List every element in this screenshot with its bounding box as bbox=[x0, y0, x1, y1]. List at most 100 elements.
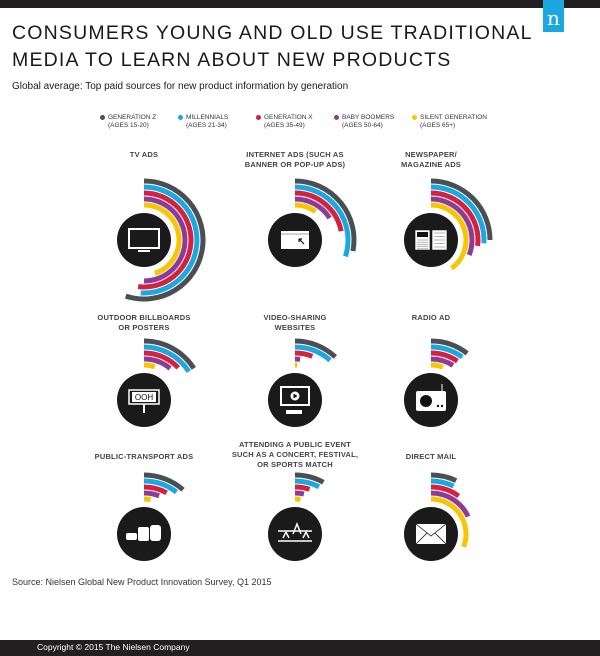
billboard-text: OOH bbox=[135, 393, 153, 402]
chart-label: NEWSPAPER/MAGAZINE ADS bbox=[400, 150, 462, 169]
page-title: CONSUMERS YOUNG AND OLD USE TRADITIONAL M… bbox=[12, 20, 533, 74]
arc-generation-x bbox=[430, 190, 481, 247]
arc-millennials bbox=[140, 184, 200, 296]
arc-millennials bbox=[143, 478, 179, 495]
legend-item: GENERATION X (AGES 35-49) bbox=[256, 114, 334, 130]
arc-silent-generation bbox=[143, 496, 152, 503]
legend-dot bbox=[100, 115, 105, 120]
arc-generation-z bbox=[430, 472, 458, 483]
nielsen-logo: n bbox=[543, 0, 564, 32]
chart-label: ATTENDING A PUBLIC EVENT SUCH AS A CONCER… bbox=[231, 440, 359, 469]
arc-baby-boomers bbox=[294, 196, 332, 220]
legend-item: SILENT GENERATION (AGES 65+) bbox=[412, 114, 490, 130]
arc-generation-x bbox=[143, 350, 181, 370]
arc-silent-generation bbox=[143, 362, 156, 370]
arc-generation-z bbox=[125, 178, 206, 302]
title-line-2: MEDIA TO LEARN ABOUT NEW PRODUCTS bbox=[12, 49, 452, 71]
arc-baby-boomers bbox=[430, 196, 475, 257]
legend-label: BABY BOOMERS (AGES 50-64) bbox=[342, 114, 395, 129]
panel-television bbox=[117, 178, 206, 302]
radio-icon bbox=[416, 384, 446, 411]
arc-baby-boomers bbox=[430, 490, 471, 518]
arc-generation-x bbox=[137, 190, 194, 290]
legend-label: GENERATION Z (AGES 15-20) bbox=[108, 114, 157, 129]
chart-label: VIDEO-SHARING WEBSITES bbox=[263, 313, 327, 332]
arc-generation-z bbox=[294, 472, 325, 485]
arc-millennials bbox=[143, 344, 191, 374]
arc-baby-boomers bbox=[143, 356, 172, 371]
panel-open-book bbox=[404, 178, 493, 271]
panel-radio bbox=[404, 338, 469, 427]
chart-label: PUBLIC-TRANSPORT ADS bbox=[94, 452, 194, 461]
arc-baby-boomers bbox=[294, 490, 305, 497]
icon-circle bbox=[117, 213, 171, 267]
top-bar bbox=[0, 0, 600, 8]
panel-crowd bbox=[268, 472, 325, 561]
arc-generation-x bbox=[143, 484, 168, 496]
panel-billboard: OOH bbox=[117, 338, 196, 427]
arc-millennials bbox=[294, 344, 332, 363]
open-book-icon bbox=[414, 229, 448, 251]
legend-label: SILENT GENERATION (AGES 65+) bbox=[420, 114, 487, 129]
arc-silent-generation bbox=[430, 202, 469, 271]
arc-millennials bbox=[294, 478, 321, 490]
chart-label: INTERNET ADS (SUCH AS BANNER OR POP-UP AD… bbox=[244, 150, 346, 169]
legend-dot bbox=[178, 115, 183, 120]
arc-generation-x bbox=[430, 350, 459, 364]
panel-video-monitor bbox=[268, 338, 338, 427]
arc-silent-generation bbox=[294, 202, 318, 214]
billboard-icon: OOH bbox=[128, 389, 160, 413]
panel-envelope bbox=[404, 472, 471, 561]
chart-label: TV ADS bbox=[129, 150, 159, 159]
video-monitor-icon bbox=[280, 386, 310, 414]
arc-generation-x bbox=[294, 190, 344, 232]
television-icon bbox=[128, 228, 160, 252]
arc-generation-z bbox=[294, 178, 357, 252]
copyright: Copyright © 2015 The Nielsen Company bbox=[37, 642, 190, 652]
vehicles-icon bbox=[126, 525, 161, 541]
arc-millennials bbox=[430, 478, 455, 489]
legend-item: BABY BOOMERS (AGES 50-64) bbox=[334, 114, 412, 130]
legend-item: MILLENNIALS (AGES 21-34) bbox=[178, 114, 256, 130]
legend-dot bbox=[256, 115, 261, 120]
legend-dot bbox=[334, 115, 339, 120]
arc-millennials bbox=[430, 184, 487, 244]
envelope-icon bbox=[415, 523, 447, 545]
arc-silent-generation bbox=[430, 362, 444, 370]
arc-generation-z bbox=[430, 338, 469, 356]
arc-silent-generation bbox=[430, 496, 469, 548]
arc-millennials bbox=[294, 184, 351, 258]
panel-vehicles bbox=[117, 472, 185, 561]
chart-label: RADIO AD bbox=[411, 313, 451, 322]
arc-generation-z bbox=[143, 472, 185, 492]
arc-millennials bbox=[430, 344, 464, 360]
legend-dot bbox=[412, 115, 417, 120]
radial-charts: OOH bbox=[117, 178, 493, 561]
arc-baby-boomers bbox=[143, 196, 188, 284]
legend-label: MILLENNIALS (AGES 21-34) bbox=[186, 114, 229, 129]
legend-item: GENERATION Z (AGES 15-20) bbox=[100, 114, 178, 130]
arc-generation-z bbox=[430, 178, 493, 241]
crowd-icon bbox=[278, 521, 312, 542]
subtitle: Global average: Top paid sources for new… bbox=[12, 81, 349, 92]
arc-generation-x bbox=[294, 350, 314, 359]
arc-generation-z bbox=[143, 338, 196, 370]
icon-circle bbox=[268, 507, 322, 561]
arc-generation-z bbox=[294, 338, 338, 359]
arc-baby-boomers bbox=[430, 356, 455, 368]
arc-silent-generation bbox=[143, 202, 182, 276]
panel-browser-window-cursor bbox=[268, 178, 357, 267]
arc-baby-boomers bbox=[143, 490, 161, 499]
chart-label: DIRECT MAIL bbox=[405, 452, 457, 461]
source-note: Source: Nielsen Global New Product Innov… bbox=[12, 577, 272, 587]
legend-label: GENERATION X (AGES 35-49) bbox=[264, 114, 313, 129]
browser-window-cursor-icon bbox=[281, 231, 309, 249]
footer-bar: Copyright © 2015 The Nielsen Company bbox=[0, 640, 600, 656]
arc-generation-x bbox=[430, 484, 461, 499]
title-line-1: CONSUMERS YOUNG AND OLD USE TRADITIONAL bbox=[12, 22, 533, 44]
legend: GENERATION Z (AGES 15-20) MILLENNIALS (AGES… bbox=[100, 114, 490, 130]
chart-label: OUTDOOR BILLBOARDS OR POSTERS bbox=[97, 313, 191, 332]
arc-generation-x bbox=[294, 484, 311, 492]
icon-circle bbox=[404, 213, 458, 267]
